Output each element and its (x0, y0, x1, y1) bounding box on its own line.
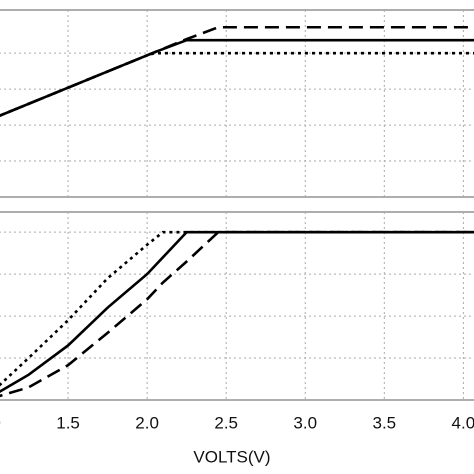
series-line (0, 51, 474, 117)
x-tick-label: 3.5 (372, 413, 396, 432)
x-tick-label: 3.0 (293, 413, 317, 432)
x-axis-title: VOLTS(V) (193, 447, 270, 466)
x-tick-label: 1.5 (56, 413, 80, 432)
x-tick-label: 2.5 (214, 413, 238, 432)
x-tick-label: 2.0 (135, 413, 159, 432)
x-tick-label: 4.0 (452, 413, 474, 432)
series-line (0, 230, 474, 387)
x-tick-label: 1.0 (0, 413, 1, 432)
series-line (0, 230, 474, 398)
series-line (0, 25, 474, 117)
plot-area (0, 9, 474, 198)
plot-area (0, 211, 474, 401)
